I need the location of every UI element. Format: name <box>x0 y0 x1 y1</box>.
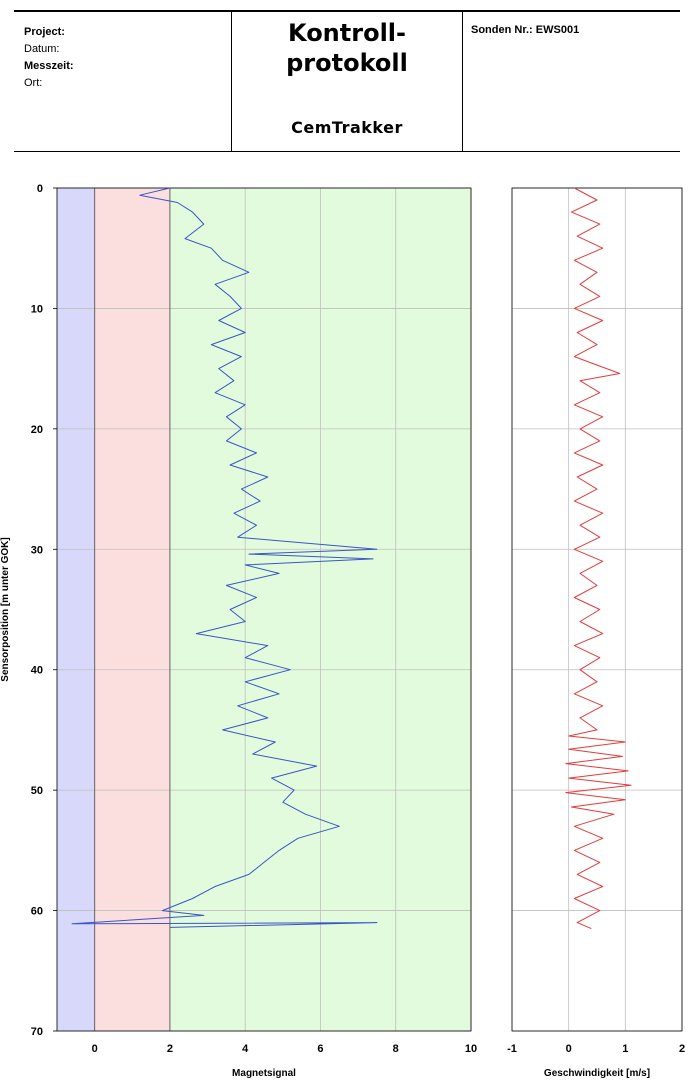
header-title-column: Kontroll- protokoll CemTrakker <box>231 12 463 151</box>
magnet-y-tick-label: 30 <box>31 544 43 556</box>
magnet-y-tick-label: 0 <box>37 183 43 195</box>
magnet-y-tick-label: 60 <box>31 906 43 918</box>
speed-x-tick-label: 2 <box>679 1043 685 1055</box>
magnet-x-tick-label: 2 <box>167 1043 173 1055</box>
speed-plot-frame <box>511 187 683 1032</box>
speed-chart: -1 0 1 2 Geschwindigkeit [m/s] <box>507 187 685 1079</box>
magnet-x-tick-label: 4 <box>242 1043 249 1055</box>
datum-label: Datum: <box>24 43 60 55</box>
magnet-plot-frame <box>56 187 472 1032</box>
magnet-x-tick-label: 0 <box>92 1043 98 1055</box>
magnet-x-axis-label: Magnetsignal <box>232 1068 296 1079</box>
ort-label: Ort: <box>24 77 43 89</box>
header-meta-column: Project: Datum: Messzeit: Ort: <box>14 12 231 151</box>
product-name: CemTrakker <box>291 118 403 137</box>
magnet-x-tick-label: 8 <box>393 1043 399 1055</box>
magnet-x-tick-label: 6 <box>317 1043 323 1055</box>
protocol-header: Project: Datum: Messzeit: Ort: Kontroll-… <box>14 10 680 152</box>
magnet-y-tick-label: 70 <box>31 1026 43 1038</box>
magnet-band-red <box>94 188 170 1031</box>
probe-number: Sonden Nr.: EWS001 <box>471 24 580 36</box>
speed-x-axis-label: Geschwindigkeit [m/s] <box>544 1068 650 1079</box>
speed-x-tick-label: -1 <box>507 1043 517 1055</box>
magnet-band-blue <box>57 188 95 1031</box>
speed-series-line <box>565 187 632 930</box>
speed-x-tick-label: 0 <box>566 1043 572 1055</box>
title-line-2: protokoll <box>286 49 408 77</box>
title-line-1: Kontroll- <box>288 19 406 47</box>
magnet-y-tick-label: 40 <box>31 665 43 677</box>
messzeit-label: Messzeit: <box>24 60 74 72</box>
magnet-chart: 0 10 20 30 40 50 60 70 0 2 4 6 8 10 Magnetsignal <box>31 183 477 1079</box>
speed-x-tick-label: 1 <box>622 1043 628 1055</box>
magnet-y-tick-label: 20 <box>31 424 43 436</box>
header-probe-column: Sonden Nr.: EWS001 <box>463 12 680 151</box>
magnet-series-line <box>71 187 378 928</box>
magnet-x-tick-label: 10 <box>465 1043 477 1055</box>
y-axis-label: Sensorposition [m unter GOK] <box>0 537 11 681</box>
magnet-y-tick-label: 50 <box>31 785 43 797</box>
magnet-y-tick-label: 10 <box>31 303 43 315</box>
project-label: Project: <box>24 26 65 38</box>
page-title: Kontroll- protokoll <box>232 18 462 78</box>
